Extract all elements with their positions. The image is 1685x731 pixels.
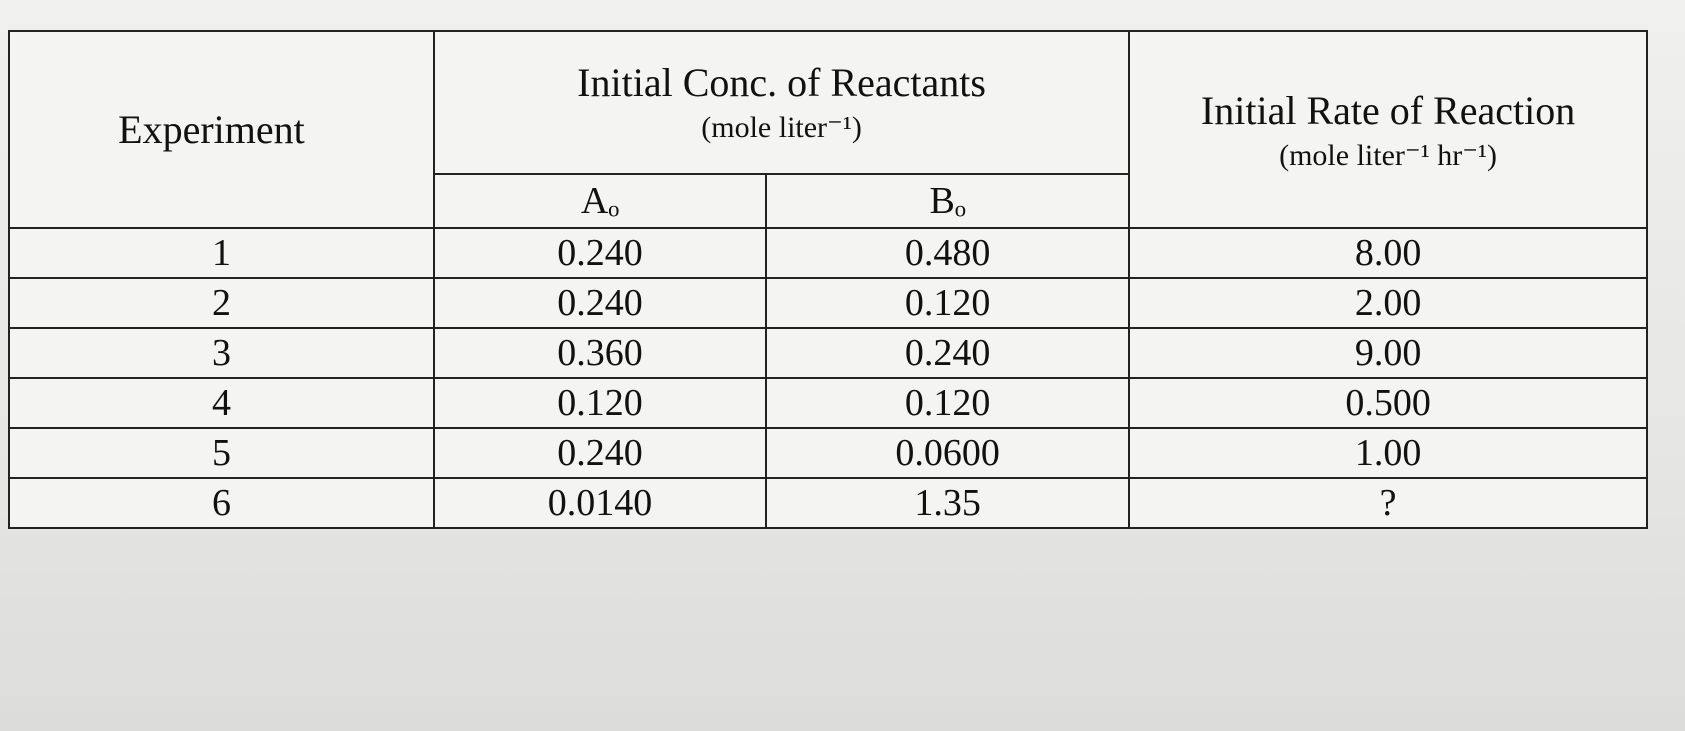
rate-units: (mole liter⁻¹ hr⁻¹)	[1279, 138, 1498, 172]
reactant-b-header: Bₒ	[765, 172, 1131, 230]
data-row: 5 0.240 0.0600 1.00	[8, 427, 1648, 479]
cell: 0.240	[765, 327, 1131, 379]
rate-title: Initial Rate of Reaction	[1200, 87, 1576, 133]
header-row: Experiment Initial Conc. of Reactants (m…	[8, 30, 1648, 229]
cell: 0.240	[432, 427, 768, 479]
concentration-title: Initial Conc. of Reactants	[577, 60, 986, 106]
cell: 1.35	[765, 477, 1131, 529]
data-row: 4 0.120 0.120 0.500	[8, 377, 1648, 429]
experiment-header: Experiment	[8, 30, 435, 229]
table-body: 1 0.240 0.480 8.00 2 0.240 0.120 2.00 3 0.360 0.24…	[8, 227, 1648, 529]
cell: 3	[8, 327, 435, 379]
concentration-header: Initial Conc. of Reactants (mole liter⁻¹…	[432, 30, 1131, 175]
cell: 0.240	[432, 277, 768, 329]
cell: 0.360	[432, 327, 768, 379]
cell: 0.0140	[432, 477, 768, 529]
cell: 0.480	[765, 227, 1131, 279]
concentration-units: (mole liter⁻¹)	[701, 111, 862, 145]
cell: 4	[8, 377, 435, 429]
cell: 5	[8, 427, 435, 479]
rate-header: Initial Rate of Reaction (mole liter⁻¹ h…	[1128, 30, 1648, 229]
data-row: 1 0.240 0.480 8.00	[8, 227, 1648, 279]
cell: 0.120	[765, 377, 1131, 429]
cell: 0.120	[432, 377, 768, 429]
cell: 0.240	[432, 227, 768, 279]
cell: 0.0600	[765, 427, 1131, 479]
cell: 2.00	[1128, 277, 1648, 329]
cell: ?	[1128, 477, 1648, 529]
table-header: Experiment Initial Conc. of Reactants (m…	[8, 30, 1648, 230]
data-row: 3 0.360 0.240 9.00	[8, 327, 1648, 379]
cell: 6	[8, 477, 435, 529]
data-row: 2 0.240 0.120 2.00	[8, 277, 1648, 329]
subheader-row: Aₒ Bₒ	[9, 172, 1647, 230]
cell: 2	[8, 277, 435, 329]
cell: 1	[8, 227, 435, 279]
cell: 8.00	[1128, 227, 1648, 279]
rate-table: Experiment Initial Conc. of Reactants (m…	[8, 30, 1648, 529]
data-row: 6 0.0140 1.35?	[8, 477, 1648, 529]
cell: 9.00	[1128, 327, 1648, 379]
cell: 1.00	[1128, 427, 1648, 479]
reactant-a-header: Aₒ	[432, 172, 768, 230]
cell: 0.500	[1128, 377, 1648, 429]
cell: 0.120	[765, 277, 1131, 329]
